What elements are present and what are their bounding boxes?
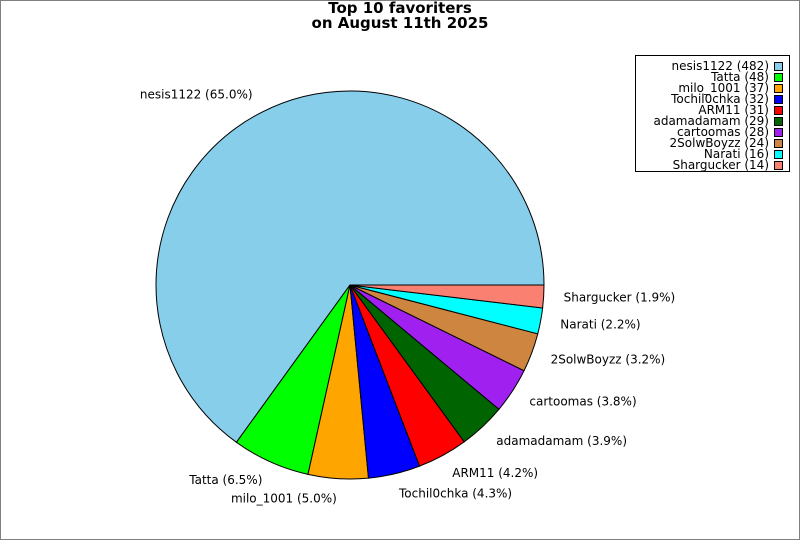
- chart-title-line-1: Top 10 favoriters: [328, 0, 472, 17]
- legend-swatch: [774, 161, 783, 170]
- legend-entry-milo-1001: milo_1001 (37): [678, 81, 783, 95]
- chart-title-line-2: on August 11th 2025: [311, 14, 489, 32]
- legend-entry-tochil0chka: Tochil0chka (32): [671, 92, 783, 106]
- slice-label-milo-1001: milo_1001 (5.0%): [231, 492, 337, 506]
- legend-entry-2solwboyzz: 2SolwBoyzz (24): [669, 136, 783, 150]
- legend-entry-narati: Narati (16): [703, 147, 783, 161]
- legend-label: Shargucker (14): [672, 158, 769, 172]
- legend-entry-nesis1122: nesis1122 (482): [671, 59, 783, 73]
- slice-label-narati: Narati (2.2%): [560, 318, 640, 332]
- legend-label: Narati (16): [703, 147, 769, 161]
- legend-label: milo_1001 (37): [678, 81, 769, 95]
- legend-swatch: [774, 117, 783, 126]
- legend-label: ARM11 (31): [698, 103, 769, 117]
- legend-swatch: [774, 95, 783, 104]
- legend-label: Tochil0chka (32): [671, 92, 769, 106]
- legend-swatch: [774, 106, 783, 115]
- legend: nesis1122 (482) Tatta (48) milo_1001 (37) T…: [635, 55, 790, 172]
- slice-label-nesis1122: nesis1122 (65.0%): [140, 87, 253, 101]
- legend-swatch: [774, 139, 783, 148]
- legend-swatch: [774, 62, 783, 71]
- legend-entry-tatta: Tatta (48): [711, 70, 783, 84]
- slice-label-arm11: ARM11 (4.2%): [452, 466, 538, 480]
- slice-label-tatta: Tatta (6.5%): [188, 473, 262, 487]
- pie-slice-nesis1122: [155, 90, 545, 443]
- pie-slice-shargucker: [349, 284, 545, 309]
- legend-entry-shargucker: Shargucker (14): [672, 158, 783, 172]
- slice-label-adamadamam: adamadamam (3.9%): [496, 434, 627, 448]
- legend-entry-cartoomas: cartoomas (28): [676, 125, 783, 139]
- legend-swatch: [774, 150, 783, 159]
- legend-label: nesis1122 (482): [671, 59, 769, 73]
- legend-entry-adamadamam: adamadamam (29): [653, 114, 783, 128]
- legend-swatch: [774, 128, 783, 137]
- slice-label-tochil0chka: Tochil0chka (4.3%): [398, 486, 512, 500]
- slice-label-2solwboyzz: 2SolwBoyzz (3.2%): [551, 353, 666, 367]
- slice-label-cartoomas: cartoomas (3.8%): [529, 395, 636, 409]
- legend-swatch: [774, 84, 783, 93]
- slice-label-shargucker: Shargucker (1.9%): [564, 291, 676, 305]
- legend-label: 2SolwBoyzz (24): [669, 136, 769, 150]
- legend-label: adamadamam (29): [653, 114, 769, 128]
- chart-title: Top 10 favoriters on August 11th 2025: [0, 1, 800, 31]
- legend-label: cartoomas (28): [676, 125, 769, 139]
- legend-label: Tatta (48): [711, 70, 769, 84]
- legend-entry-arm11: ARM11 (31): [698, 103, 783, 117]
- legend-swatch: [774, 73, 783, 82]
